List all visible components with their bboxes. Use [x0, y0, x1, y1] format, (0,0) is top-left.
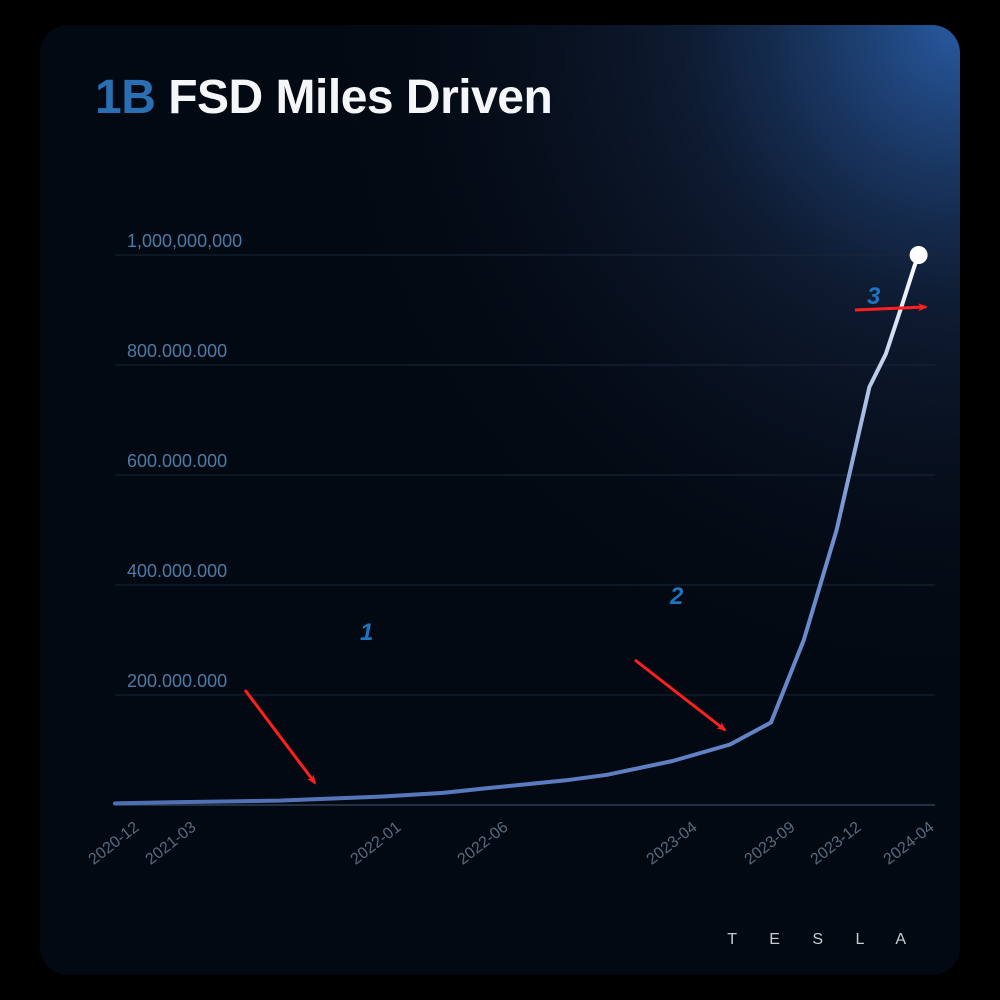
tesla-wordmark: T E S L A	[727, 931, 920, 949]
y-axis-label: 1,000,000,000	[127, 231, 242, 252]
annotation-label-3: 3	[867, 283, 880, 311]
y-axis-label: 600.000.000	[127, 451, 227, 472]
annotation-label-2: 2	[670, 583, 683, 611]
chart-card: 1B FSD Miles Driven 200.000.000400.000.0…	[40, 25, 960, 975]
y-axis-label: 200.000.000	[127, 671, 227, 692]
y-axis-label: 400.000.000	[127, 561, 227, 582]
y-axis-label: 800.000.000	[127, 341, 227, 362]
annotation-label-1: 1	[360, 619, 373, 647]
